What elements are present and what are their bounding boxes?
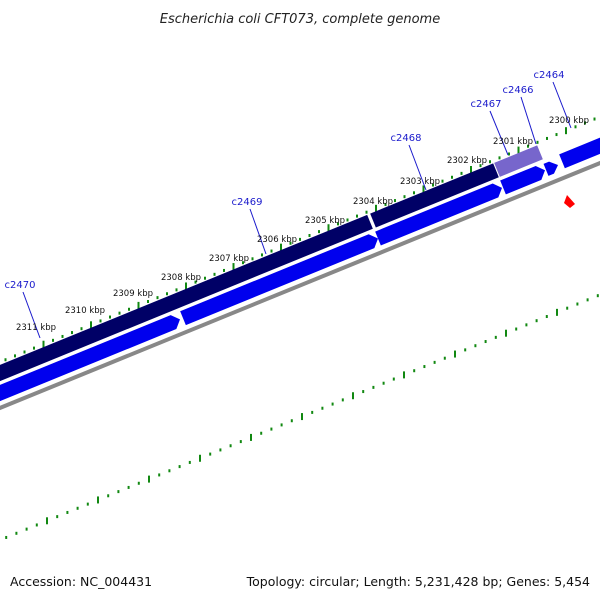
kbp-tick-label: 2301 kbp: [493, 137, 533, 147]
gene-label-c2464[interactable]: c2464: [534, 70, 565, 81]
kbp-tick-label: 2300 kbp: [549, 116, 589, 126]
position-marker-icon[interactable]: [564, 195, 575, 208]
gene-label-leader: [520, 96, 537, 145]
gene-c2464-block[interactable]: [559, 134, 600, 169]
tick-ring-layer: [4, 117, 599, 539]
label-layer: 2300 kbp 2301 kbp 2302 kbp 2303 kbp 2304 kbp…: [5, 70, 590, 333]
gene-c2466-block[interactable]: [543, 159, 561, 176]
genome-summary-text: Topology: circular; Length: 5,231,428 bp…: [246, 574, 590, 589]
kbp-tick-label: 2310 kbp: [65, 306, 105, 316]
kbp-tick-label: 2307 kbp: [209, 254, 249, 264]
map-title: Escherichia coli CFT073, complete genome: [160, 12, 440, 27]
gene-c2469-block[interactable]: [0, 214, 373, 385]
kbp-tick-label: 2308 kbp: [161, 273, 201, 283]
kbp-tick-label: 2303 kbp: [400, 177, 440, 187]
kbp-tick-label: 2311 kbp: [16, 323, 56, 333]
gene-label-leader: [22, 291, 41, 339]
kbp-tick-label: 2306 kbp: [257, 235, 297, 245]
gene-c2467-block[interactable]: [494, 145, 543, 177]
gene-label-leader: [249, 208, 267, 255]
gene-label-c2469[interactable]: c2469: [232, 197, 263, 208]
backbone-layer: [0, 160, 600, 411]
gene-label-c2466[interactable]: c2466: [503, 85, 534, 96]
kbp-tick-label: 2309 kbp: [113, 289, 153, 299]
gene-c2468-block[interactable]: [370, 163, 499, 228]
gene-track-layer: [0, 134, 600, 405]
gene-label-leader: [408, 144, 427, 191]
gene-label-c2470[interactable]: c2470: [5, 280, 36, 291]
gene-label-leader: [552, 81, 572, 129]
gene-c2469-fwd-block[interactable]: [180, 232, 381, 326]
gene-label-c2468[interactable]: c2468: [391, 133, 422, 144]
label-leader-layer: [22, 81, 572, 339]
kbp-tick-label: 2304 kbp: [353, 197, 393, 207]
genome-backbone: [0, 160, 600, 411]
gene-c2468-fwd-block[interactable]: [375, 181, 505, 246]
gene-label-leader: [489, 110, 509, 156]
kbp-tick-label: 2305 kbp: [305, 216, 345, 226]
accession-text: Accession: NC_004431: [10, 574, 152, 589]
gene-c2467-fwd-block[interactable]: [500, 163, 548, 195]
gene-label-c2467[interactable]: c2467: [471, 99, 502, 110]
gene-c2470-block[interactable]: [0, 312, 183, 405]
kbp-tick-label: 2302 kbp: [447, 156, 487, 166]
